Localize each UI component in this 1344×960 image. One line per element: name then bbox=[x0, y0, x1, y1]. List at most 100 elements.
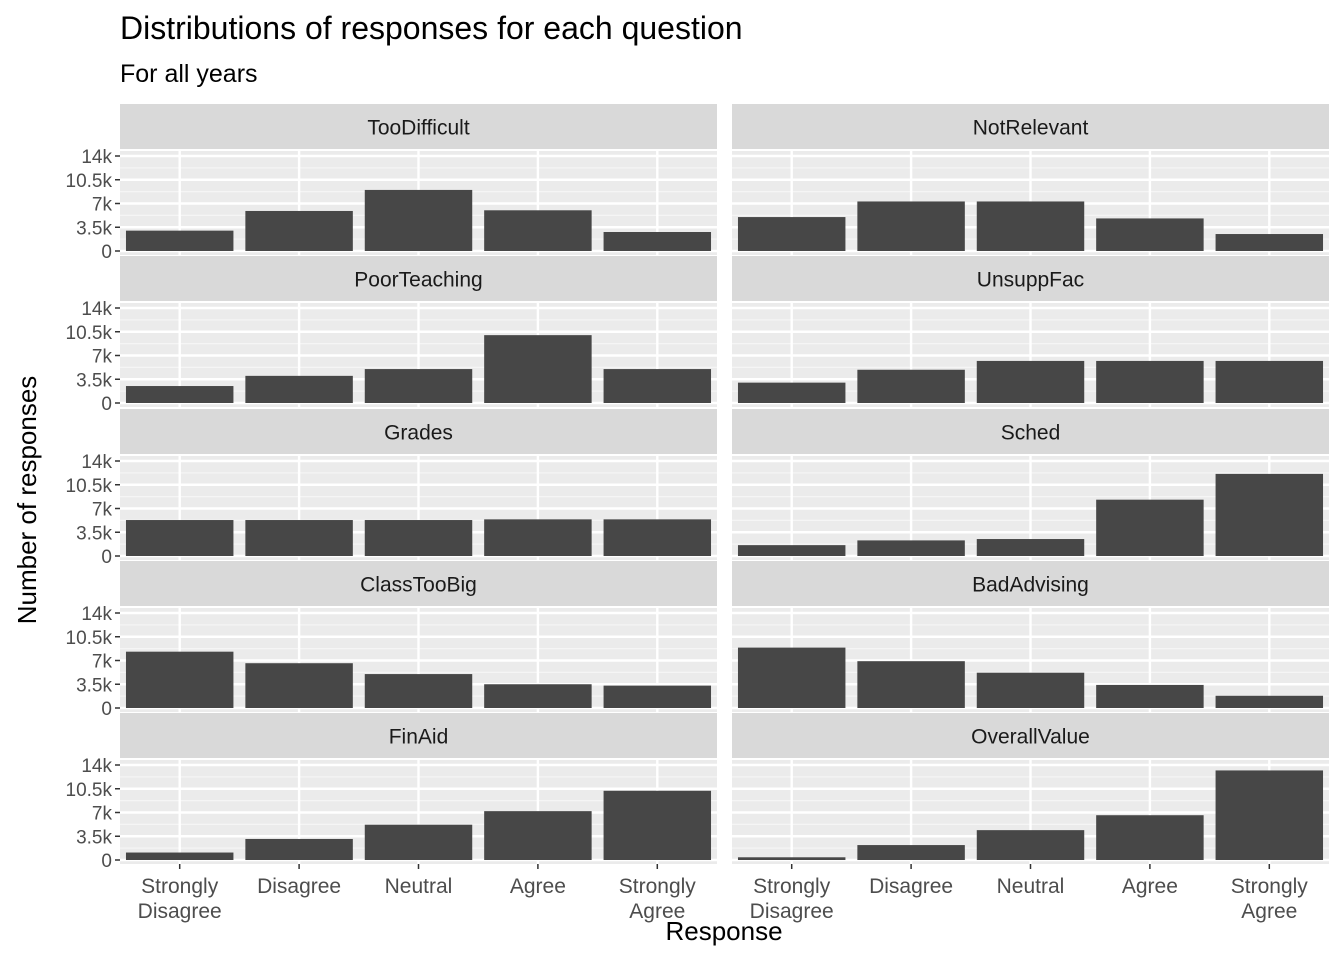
y-tick-label: 10.5k bbox=[66, 780, 113, 801]
facet-strip bbox=[732, 104, 1329, 149]
facet-strip-label: NotRelevant bbox=[973, 117, 1089, 140]
chart-title: Distributions of responses for each ques… bbox=[120, 10, 743, 46]
y-tick-label: 14k bbox=[81, 756, 112, 777]
facet-strip-label: Sched bbox=[1001, 422, 1061, 445]
y-tick-label: 0 bbox=[101, 851, 112, 872]
y-tick-label: 3.5k bbox=[76, 523, 112, 544]
facet-strip bbox=[120, 256, 717, 301]
facet-strip-label: TooDifficult bbox=[367, 117, 469, 140]
chart-subtitle: For all years bbox=[120, 60, 258, 88]
bar-overallvalue-1 bbox=[737, 857, 846, 860]
bar-notrelevant-2 bbox=[857, 201, 965, 251]
facet-strip bbox=[120, 409, 717, 454]
bar-finaid-4 bbox=[484, 811, 592, 860]
facet-panel-badadvising: BadAdvising bbox=[732, 561, 1329, 712]
bar-overallvalue-2 bbox=[857, 845, 965, 860]
facet-panel-sched: Sched bbox=[732, 409, 1329, 560]
bar-unsuppfac-2 bbox=[857, 369, 965, 403]
facet-strip bbox=[732, 256, 1329, 301]
bar-toodifficult-3 bbox=[364, 189, 473, 251]
bar-overallvalue-3 bbox=[976, 830, 1085, 860]
y-tick-label: 7k bbox=[92, 195, 113, 216]
y-tick-label: 14k bbox=[81, 452, 112, 473]
y-tick-label: 0 bbox=[101, 547, 112, 568]
bar-grades-2 bbox=[245, 520, 353, 556]
bar-classtoobig-4 bbox=[484, 684, 592, 708]
y-tick-label: 3.5k bbox=[76, 675, 112, 696]
y-tick-label: 0 bbox=[101, 699, 112, 720]
x-tick-label: Neutral bbox=[997, 875, 1065, 898]
facet-strip-label: FinAid bbox=[389, 726, 449, 749]
bar-classtoobig-3 bbox=[364, 674, 473, 708]
bar-toodifficult-2 bbox=[245, 210, 353, 251]
y-tick-label: 0 bbox=[101, 394, 112, 415]
y-tick-label: 7k bbox=[92, 500, 113, 521]
facet-strip-label: BadAdvising bbox=[972, 574, 1089, 597]
bar-sched-4 bbox=[1096, 499, 1204, 556]
facet-strip-label: ClassTooBig bbox=[360, 574, 477, 597]
x-tick-label: Strongly Disagree bbox=[750, 875, 834, 923]
y-tick-label: 7k bbox=[92, 652, 113, 673]
x-tick-label: Neutral bbox=[385, 875, 453, 898]
facet-strip bbox=[732, 561, 1329, 606]
bar-grades-4 bbox=[484, 519, 592, 556]
bar-badadvising-5 bbox=[1215, 695, 1324, 708]
x-tick-label: Agree bbox=[1122, 875, 1178, 898]
bar-sched-5 bbox=[1215, 473, 1324, 556]
facet-panels: TooDifficult03.5k7k10.5k14kNotRelevantPo… bbox=[66, 104, 1329, 923]
facet-panel-unsuppfac: UnsuppFac bbox=[732, 256, 1329, 407]
x-tick-label: Disagree bbox=[869, 875, 953, 898]
bar-poorteaching-4 bbox=[484, 335, 592, 403]
facet-strip-label: PoorTeaching bbox=[354, 269, 482, 292]
bar-badadvising-4 bbox=[1096, 684, 1204, 708]
bar-unsuppfac-3 bbox=[976, 360, 1085, 403]
facet-panel-overallvalue: OverallValue Strongly Disagree Disagree Neut… bbox=[732, 713, 1329, 923]
facet-strip bbox=[120, 561, 717, 606]
bar-finaid-3 bbox=[364, 824, 473, 860]
x-tick-label: Strongly Agree bbox=[1231, 875, 1309, 923]
bar-poorteaching-3 bbox=[364, 369, 473, 403]
y-tick-label: 10.5k bbox=[66, 323, 113, 344]
bar-sched-3 bbox=[976, 539, 1085, 556]
bar-finaid-2 bbox=[245, 838, 353, 860]
facet-strip bbox=[732, 713, 1329, 758]
bar-badadvising-1 bbox=[737, 647, 846, 708]
bar-finaid-5 bbox=[603, 790, 712, 860]
bar-notrelevant-1 bbox=[737, 217, 846, 251]
y-tick-label: 7k bbox=[92, 347, 113, 368]
bar-grades-1 bbox=[125, 520, 234, 556]
x-tick-label: Disagree bbox=[257, 875, 341, 898]
x-tick-label: Agree bbox=[510, 875, 566, 898]
y-tick-label: 14k bbox=[81, 147, 112, 168]
y-tick-label: 0 bbox=[101, 242, 112, 263]
bar-poorteaching-5 bbox=[603, 369, 712, 403]
facet-strip-label: OverallValue bbox=[971, 726, 1090, 749]
y-tick-label: 10.5k bbox=[66, 171, 113, 192]
y-tick-label: 14k bbox=[81, 299, 112, 320]
facet-strip-label: Grades bbox=[384, 422, 453, 445]
facet-strip bbox=[732, 409, 1329, 454]
bar-unsuppfac-1 bbox=[737, 382, 846, 403]
bar-badadvising-3 bbox=[976, 672, 1085, 708]
y-tick-label: 3.5k bbox=[76, 827, 112, 848]
y-tick-label: 10.5k bbox=[66, 628, 113, 649]
bar-notrelevant-4 bbox=[1096, 218, 1204, 251]
bar-grades-5 bbox=[603, 519, 712, 556]
x-axis-label: Response bbox=[665, 916, 782, 946]
bar-toodifficult-1 bbox=[125, 230, 234, 251]
bar-toodifficult-5 bbox=[603, 232, 712, 251]
bar-notrelevant-5 bbox=[1215, 234, 1324, 251]
y-tick-label: 14k bbox=[81, 604, 112, 625]
bar-badadvising-2 bbox=[857, 661, 965, 708]
x-tick-label: Strongly Disagree bbox=[138, 875, 222, 923]
facet-strip-label: UnsuppFac bbox=[977, 269, 1084, 292]
y-tick-label: 10.5k bbox=[66, 476, 113, 497]
bar-poorteaching-2 bbox=[245, 375, 353, 403]
bar-sched-1 bbox=[737, 545, 846, 556]
